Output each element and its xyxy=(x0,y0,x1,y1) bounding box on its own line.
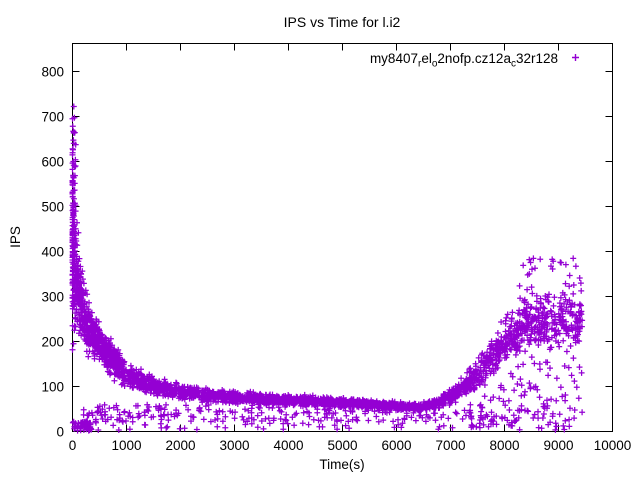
chart-title: IPS vs Time for l.i2 xyxy=(284,14,401,30)
x-tick-label: 6000 xyxy=(381,438,411,453)
scatter-plus-markers xyxy=(69,103,586,434)
y-tick-label: 100 xyxy=(41,379,64,394)
x-tick-label: 3000 xyxy=(219,438,249,453)
x-tick-label: 9000 xyxy=(543,438,573,453)
y-tick-label: 0 xyxy=(56,424,64,439)
x-tick-label: 5000 xyxy=(327,438,357,453)
x-tick-label: 2000 xyxy=(165,438,195,453)
x-axis-title: Time(s) xyxy=(319,457,364,472)
y-tick-label: 700 xyxy=(41,109,64,124)
legend: my8407relo2nofp.cz12ac32r128 xyxy=(370,51,579,70)
plot-border xyxy=(72,43,613,432)
y-tick-label: 300 xyxy=(41,289,64,304)
y-tick-label: 400 xyxy=(41,244,64,259)
x-tick-label: 8000 xyxy=(489,438,519,453)
y-tick-label: 600 xyxy=(41,154,64,169)
y-tick-label: 500 xyxy=(41,199,64,214)
legend-plus-marker-icon xyxy=(572,54,579,61)
legend-label: my8407relo2nofp.cz12ac32r128 xyxy=(370,51,558,70)
axes: 0 1000 2000 3000 4000 5000 6000 7000 8000 9000 100… xyxy=(41,43,632,453)
y-tick-label: 200 xyxy=(41,334,64,349)
x-tick-label: 7000 xyxy=(435,438,465,453)
x-tick-label: 1000 xyxy=(111,438,141,453)
x-tick-label: 0 xyxy=(69,438,77,453)
y-tick-label: 800 xyxy=(41,64,64,79)
data-points xyxy=(69,103,586,434)
x-tick-label: 10000 xyxy=(594,438,632,453)
y-axis-title: IPS xyxy=(8,226,23,248)
x-tick-label: 4000 xyxy=(273,438,303,453)
